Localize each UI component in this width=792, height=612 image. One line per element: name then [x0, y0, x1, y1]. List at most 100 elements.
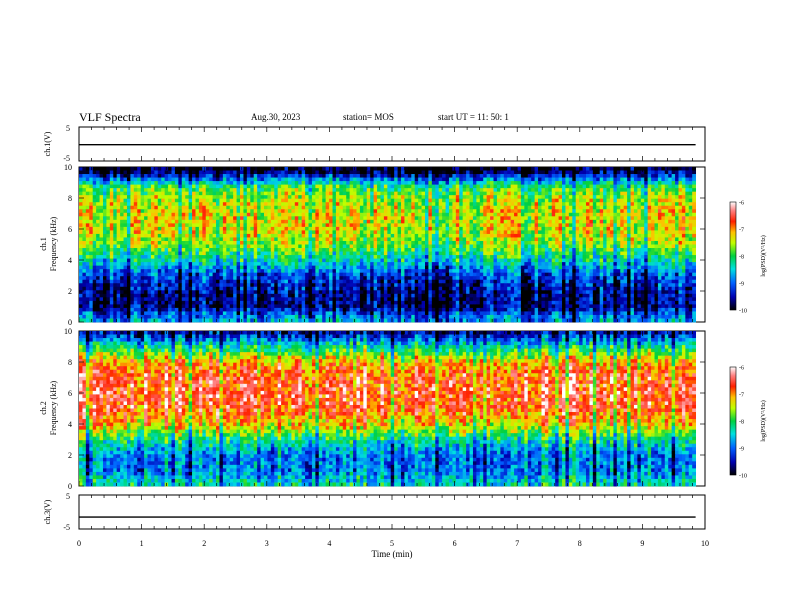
- spectrogram-cell: [236, 209, 241, 214]
- spectrogram-cell: [250, 244, 255, 249]
- spectrogram-cell: [240, 219, 244, 224]
- spectrogram-cell: [233, 226, 237, 231]
- spectrogram-cell: [171, 258, 176, 263]
- spectrogram-cell: [424, 219, 429, 224]
- spectrogram-cell: [630, 226, 635, 231]
- spectrogram-cell: [500, 184, 505, 189]
- spectrogram-cell: [627, 205, 631, 210]
- spectrogram-cell: [346, 219, 351, 224]
- spectrogram-cell: [308, 230, 313, 235]
- spectrogram-cell: [181, 202, 186, 207]
- spectrogram-cell: [188, 198, 193, 203]
- spectrogram-cell: [507, 177, 512, 182]
- spectrogram-cell: [216, 233, 220, 238]
- spectrogram-cell: [589, 251, 594, 256]
- spectrogram-cell: [281, 244, 285, 249]
- spectrogram-cell: [459, 188, 464, 193]
- spectrogram-cell: [448, 184, 453, 189]
- spectrogram-cell: [640, 258, 645, 263]
- spectrogram-cell: [212, 195, 217, 200]
- spectrogram-cell: [253, 205, 258, 210]
- spectrogram-cell: [154, 248, 159, 252]
- spectrogram-cell: [435, 262, 440, 267]
- spectrogram-cell: [510, 244, 515, 249]
- spectrogram-cell: [431, 188, 436, 193]
- spectrogram-cell: [147, 230, 152, 235]
- spectrogram-cell: [85, 184, 90, 189]
- spectrogram-cell: [85, 230, 90, 235]
- spectrogram-cell: [664, 248, 669, 252]
- spectrogram-cell: [651, 174, 655, 178]
- spectrogram-cell: [558, 184, 563, 189]
- spectrogram-cell: [514, 216, 518, 221]
- spectrogram-cell: [613, 258, 618, 263]
- spectrogram-cell: [555, 230, 559, 235]
- spectrogram-cell: [353, 223, 357, 228]
- spectrogram-cell: [555, 195, 559, 200]
- spectrogram-cell: [517, 258, 522, 263]
- spectrogram-cell: [520, 212, 525, 217]
- spectrogram-cell: [250, 209, 255, 214]
- spectrogram-cell: [431, 237, 436, 242]
- spectrogram-cell: [633, 233, 638, 238]
- spectrogram-cell: [236, 223, 241, 228]
- spectrogram-cell: [195, 233, 200, 238]
- spectrogram-cell: [373, 223, 378, 228]
- spectrogram-cell: [335, 244, 340, 249]
- spectrogram-cell: [174, 219, 179, 224]
- spectrogram-cell: [448, 212, 453, 217]
- spectrogram-cell: [161, 177, 166, 182]
- spectrogram-cell: [428, 240, 433, 245]
- spectrogram-cell: [126, 219, 131, 224]
- spectrogram-cell: [174, 181, 179, 186]
- spectrogram-cell: [517, 188, 522, 193]
- spectrogram-cell: [329, 167, 333, 171]
- spectrogram-cell: [246, 205, 251, 210]
- spectrogram-cell: [442, 198, 446, 203]
- spectrogram-cell: [620, 248, 625, 252]
- spectrogram-cell: [185, 255, 190, 259]
- spectrogram-cell: [603, 212, 607, 217]
- spectrogram-cell: [514, 251, 518, 256]
- spectrogram-cell: [589, 237, 594, 242]
- spectrogram-cell: [623, 237, 628, 242]
- spectrogram-cell: [623, 170, 628, 175]
- spectrogram-cell: [647, 237, 652, 242]
- spectrogram-cell: [613, 195, 618, 200]
- spectrogram-cell: [229, 248, 234, 252]
- spectrogram-cell: [332, 209, 337, 214]
- spectrogram-cell: [678, 233, 683, 238]
- spectrogram-cell: [431, 258, 436, 263]
- spectrogram-cell: [130, 240, 135, 245]
- spectrogram-cell: [287, 258, 292, 263]
- spectrogram-cell: [222, 251, 227, 256]
- spectrogram-cell: [380, 230, 385, 235]
- spectrogram-cell: [496, 237, 501, 242]
- spectrogram-cell: [222, 244, 227, 249]
- spectrogram-cell: [373, 198, 378, 203]
- spectrogram-cell: [243, 226, 248, 231]
- spectrogram-cell: [445, 237, 450, 242]
- spectrogram-cell: [520, 174, 525, 178]
- spectrogram-cell: [668, 184, 673, 189]
- spectrogram-cell: [353, 237, 357, 242]
- spectrogram-cell: [579, 181, 583, 186]
- spectrogram-cell: [582, 251, 587, 256]
- spectrogram-cell: [246, 258, 251, 263]
- spectrogram-cell: [568, 188, 573, 193]
- spectrogram-cell: [315, 191, 320, 196]
- spectrogram-cell: [332, 198, 337, 203]
- spectrogram-cell: [263, 216, 268, 221]
- spectrogram-cell: [106, 233, 111, 238]
- spectrogram-cell: [329, 219, 333, 224]
- spectrogram-cell: [435, 230, 440, 235]
- spectrogram-cell: [226, 219, 231, 224]
- spectrogram-cell: [209, 237, 213, 242]
- spectrogram-cell: [647, 251, 652, 256]
- spectrogram-cell: [442, 255, 446, 259]
- spectrogram-cell: [240, 205, 244, 210]
- spectrogram-cell: [407, 258, 412, 263]
- spectrogram-cell: [541, 237, 546, 242]
- spectrogram-cell: [79, 181, 83, 186]
- spectrogram-cell: [651, 212, 655, 217]
